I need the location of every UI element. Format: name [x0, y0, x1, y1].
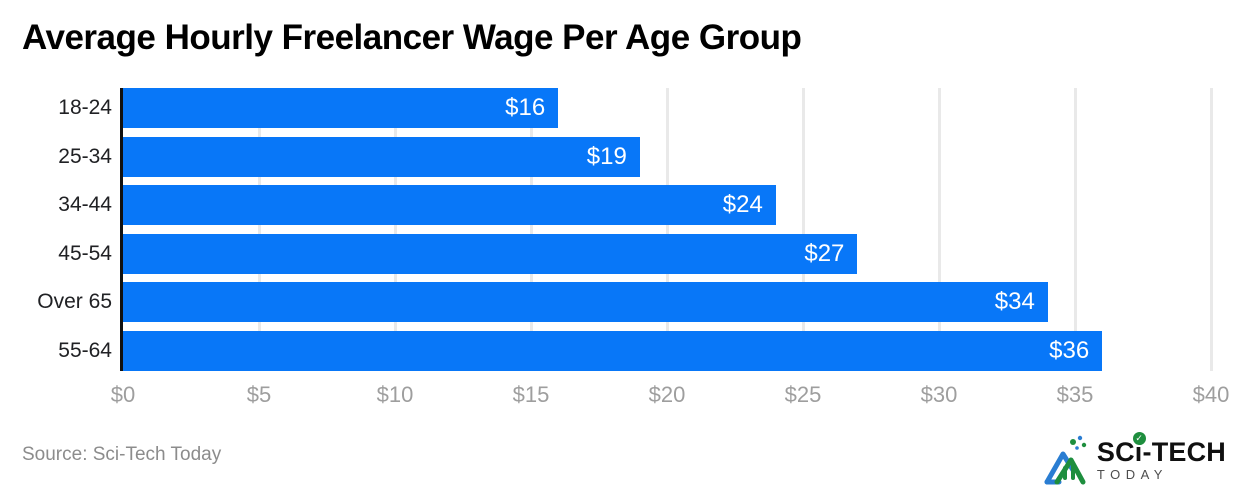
- gridline: [666, 88, 669, 371]
- bar: $19: [123, 136, 640, 177]
- x-tick-label: $25: [784, 382, 822, 407]
- logo-i: i: [1134, 437, 1143, 467]
- y-axis-category-labels: 18-24 25-34 34-44 45-54 Over 65 55-64: [0, 88, 112, 371]
- gridline: [258, 88, 261, 371]
- x-tick-label: $40: [1192, 382, 1230, 407]
- logo-subtitle: TODAY: [1096, 467, 1168, 482]
- bar-series: $16 $19 $24 $27 $34 $36: [123, 88, 1211, 371]
- category-label: 55-64: [58, 338, 112, 362]
- logo-text: SC ✓ i -TECH TODAY: [1096, 432, 1226, 482]
- x-axis-tick-labels: $0 $5 $10 $15 $20 $25 $30 $35 $40: [111, 382, 1230, 410]
- logo-i-wrap: ✓ i: [1132, 432, 1146, 467]
- gridline: [394, 88, 397, 371]
- gridline: [1210, 88, 1213, 371]
- category-label: Over 65: [37, 290, 112, 314]
- source-note: Source: Sci-Tech Today: [22, 444, 222, 465]
- x-tick-label: $0: [110, 382, 136, 407]
- bar: $36: [123, 330, 1103, 371]
- bar: $27: [123, 233, 858, 274]
- x-tick-label: $5: [246, 382, 272, 407]
- bar-value-label: $27: [804, 239, 845, 267]
- bar: $16: [123, 88, 559, 128]
- plot-area: $16 $19 $24 $27 $34 $36: [120, 88, 1213, 371]
- category-label: 25-34: [58, 144, 112, 168]
- x-tick-label: $20: [648, 382, 686, 407]
- y-axis-line: [120, 88, 123, 371]
- logo-suffix: -TECH: [1142, 437, 1226, 467]
- bar-value-label: $16: [505, 94, 546, 121]
- x-tick-label: $35: [1056, 382, 1094, 407]
- category-label: 18-24: [58, 96, 112, 119]
- x-tick-label: $10: [376, 382, 414, 407]
- sci-tech-today-logo: SC ✓ i -TECH TODAY: [1043, 432, 1226, 486]
- category-label: 34-44: [58, 193, 112, 217]
- chart-title: Average Hourly Freelancer Wage Per Age G…: [22, 18, 802, 57]
- bar-value-label: $36: [1049, 336, 1090, 364]
- bar-value-label: $19: [586, 142, 627, 170]
- gridline: [530, 88, 533, 371]
- mountain-logo-icon: [1044, 435, 1087, 485]
- category-label: 45-54: [58, 241, 112, 265]
- bar-value-label: $34: [994, 288, 1035, 316]
- bar-value-label: $24: [722, 191, 763, 219]
- logo-wordmark: SC ✓ i -TECH: [1096, 432, 1226, 467]
- bar: $34: [123, 282, 1048, 323]
- x-tick-label: $15: [512, 382, 550, 407]
- logo-prefix: SC: [1096, 437, 1135, 467]
- check-icon: ✓: [1132, 432, 1146, 445]
- gridline: [1074, 88, 1077, 371]
- x-tick-label: $30: [920, 382, 958, 407]
- bar: $24: [123, 185, 776, 226]
- gridline: [802, 88, 805, 371]
- gridline: [938, 88, 941, 371]
